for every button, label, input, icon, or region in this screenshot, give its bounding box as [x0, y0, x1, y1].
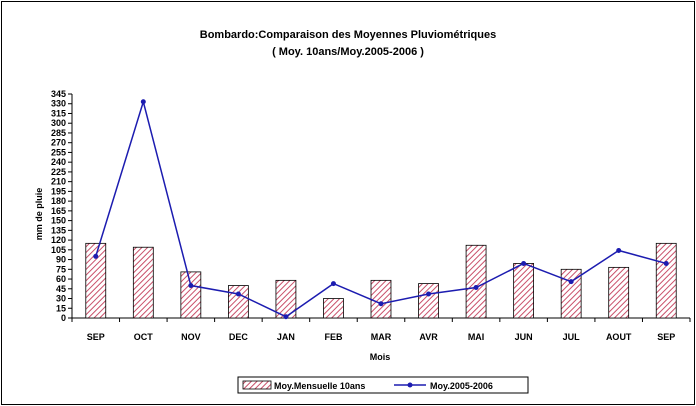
y-tick-label: 60 [56, 274, 66, 284]
line-point [235, 291, 241, 297]
y-tick-label: 45 [56, 284, 66, 294]
legend-line-marker [407, 382, 413, 388]
bar [608, 266, 630, 319]
y-tick-label: 195 [51, 186, 66, 196]
bar [560, 268, 582, 319]
line-point [378, 301, 384, 307]
x-tick-label: AVR [419, 332, 438, 342]
bar [465, 244, 487, 319]
line-point [568, 279, 574, 285]
x-tick-label: FEB [324, 332, 343, 342]
chart-title: Bombardo:Comparaison des Moyennes Pluvio… [200, 29, 496, 41]
bar [180, 271, 202, 319]
y-tick-label: 75 [56, 264, 66, 274]
x-tick-label: JUN [515, 332, 533, 342]
y-tick-label: 330 [51, 99, 66, 109]
legend-bar-swatch [242, 380, 272, 390]
x-tick-label: JUL [563, 332, 581, 342]
bar [85, 242, 107, 319]
y-tick-label: 15 [56, 303, 66, 313]
x-tick-label: SEP [87, 332, 105, 342]
x-tick-label: JAN [277, 332, 295, 342]
y-tick-label: 150 [51, 216, 66, 226]
bar [370, 279, 392, 319]
line-point [663, 260, 669, 266]
y-tick-label: 345 [51, 89, 66, 99]
y-tick-label: 270 [51, 138, 66, 148]
x-axis-title: Mois [370, 352, 391, 362]
x-tick-label: NOV [181, 332, 201, 342]
line-point [426, 291, 432, 297]
line-point [521, 260, 527, 266]
x-tick-label: MAR [371, 332, 392, 342]
line-point [616, 247, 622, 253]
y-axis-title: mm de pluie [34, 188, 44, 241]
plot-area: 0153045607590105120135150165180195210225… [51, 89, 691, 342]
y-tick-label: 0 [61, 313, 66, 323]
x-tick-label: DEC [229, 332, 249, 342]
chart-subtitle: ( Moy. 10ans/Moy.2005-2006 ) [272, 46, 424, 58]
y-tick-label: 300 [51, 118, 66, 128]
y-tick-label: 30 [56, 294, 66, 304]
legend-bar-label: Moy.Mensuelle 10ans [274, 381, 365, 391]
y-tick-label: 255 [51, 147, 66, 157]
line-point [188, 283, 194, 289]
line-point [283, 314, 289, 320]
bar [655, 242, 677, 319]
y-tick-label: 90 [56, 255, 66, 265]
y-tick-label: 105 [51, 245, 66, 255]
y-tick-label: 210 [51, 177, 66, 187]
x-tick-label: SEP [657, 332, 675, 342]
y-tick-label: 120 [51, 235, 66, 245]
y-tick-label: 315 [51, 108, 66, 118]
y-tick-label: 240 [51, 157, 66, 167]
bar [513, 263, 534, 319]
legend-box [237, 376, 529, 394]
x-tick-label: AOUT [606, 332, 632, 342]
y-tick-label: 225 [51, 167, 66, 177]
y-tick-label: 135 [51, 225, 66, 235]
y-tick-label: 180 [51, 196, 66, 206]
legend: Moy.Mensuelle 10ans Moy.2005-2006 [237, 376, 529, 394]
y-tick-label: 285 [51, 128, 66, 138]
bar [418, 283, 439, 319]
bar [323, 298, 344, 319]
x-tick-label: OCT [134, 332, 154, 342]
line-point [93, 253, 99, 259]
bar [132, 246, 154, 319]
legend-line-label: Moy.2005-2006 [430, 381, 493, 391]
bar [228, 285, 249, 319]
line-point [330, 281, 336, 287]
x-tick-label: MAI [468, 332, 485, 342]
line-point [473, 284, 479, 290]
y-tick-label: 165 [51, 206, 66, 216]
line-point [140, 99, 146, 105]
